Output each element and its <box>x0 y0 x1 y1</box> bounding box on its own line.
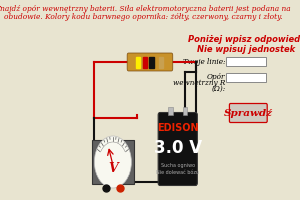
Bar <box>169 107 173 115</box>
FancyBboxPatch shape <box>230 104 267 122</box>
Text: (Ω):: (Ω): <box>211 85 226 93</box>
Bar <box>183 107 187 115</box>
Text: 3.0 V: 3.0 V <box>154 139 202 157</box>
Text: obudowie. Kolory kodu barwnego opornika: żółty, czerwony, czarny i złoty.: obudowie. Kolory kodu barwnego opornika:… <box>4 13 282 21</box>
Bar <box>136 56 140 68</box>
Text: wewnętrzny R: wewnętrzny R <box>173 79 226 87</box>
Text: Twoje linie:: Twoje linie: <box>183 58 226 66</box>
Bar <box>158 56 163 68</box>
Bar <box>143 56 147 68</box>
Bar <box>149 56 154 68</box>
Bar <box>226 73 266 82</box>
Text: Nie dolewać bózu: Nie dolewać bózu <box>156 170 199 174</box>
Text: Znajdź opór wewnętrzny baterii. Siła elektromotoryczna baterii jest podana na: Znajdź opór wewnętrzny baterii. Siła ele… <box>0 5 291 13</box>
Text: Poniżej wpisz odpowiedź: Poniżej wpisz odpowiedź <box>188 35 300 44</box>
Text: Sucha ogniwo: Sucha ogniwo <box>161 162 195 168</box>
Bar <box>226 57 266 66</box>
FancyBboxPatch shape <box>127 53 173 71</box>
Text: V: V <box>108 162 118 176</box>
Bar <box>92 140 134 184</box>
Text: Nie wpisuj jednostek: Nie wpisuj jednostek <box>197 45 295 54</box>
Circle shape <box>94 136 131 188</box>
Text: EDISON: EDISON <box>157 123 199 133</box>
Text: Opór: Opór <box>207 73 226 81</box>
FancyBboxPatch shape <box>158 112 197 186</box>
Text: Sprawdź: Sprawdź <box>224 110 273 118</box>
